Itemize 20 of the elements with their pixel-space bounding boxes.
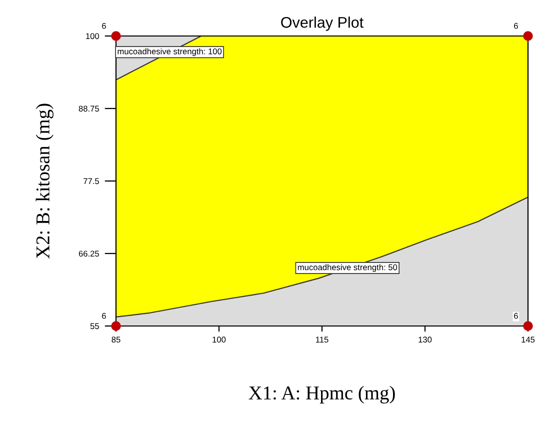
- x-tick-label: 115: [316, 336, 328, 343]
- annotation: mucoadhesive strength: 100: [118, 48, 222, 56]
- annotation: 6: [102, 312, 106, 319]
- y-tick-label: 55: [90, 323, 99, 330]
- x-tick-label: 85: [112, 336, 120, 343]
- x-axis-title: X1: A: Hpmc (mg): [248, 386, 395, 404]
- line-series: [116, 196, 528, 318]
- y-tick-label: 100: [86, 33, 100, 40]
- annotation: 6: [514, 22, 518, 29]
- y-tick-label: 66.25: [78, 250, 99, 257]
- x-tick-label: 145: [522, 336, 535, 343]
- annotation: 6: [514, 312, 518, 319]
- x-tick-label: 130: [418, 336, 432, 343]
- chart-title: Overlay Plot: [281, 16, 364, 31]
- y-tick-label: 88.75: [78, 106, 99, 112]
- annotation: mucoadhesive strength: 50: [298, 264, 398, 272]
- x-tick-label: 100: [212, 336, 226, 343]
- y-axis-title: X2: B: kitosan (mg): [36, 104, 54, 259]
- annotation: 6: [102, 22, 106, 29]
- y-tick-label: 77.5: [84, 178, 99, 184]
